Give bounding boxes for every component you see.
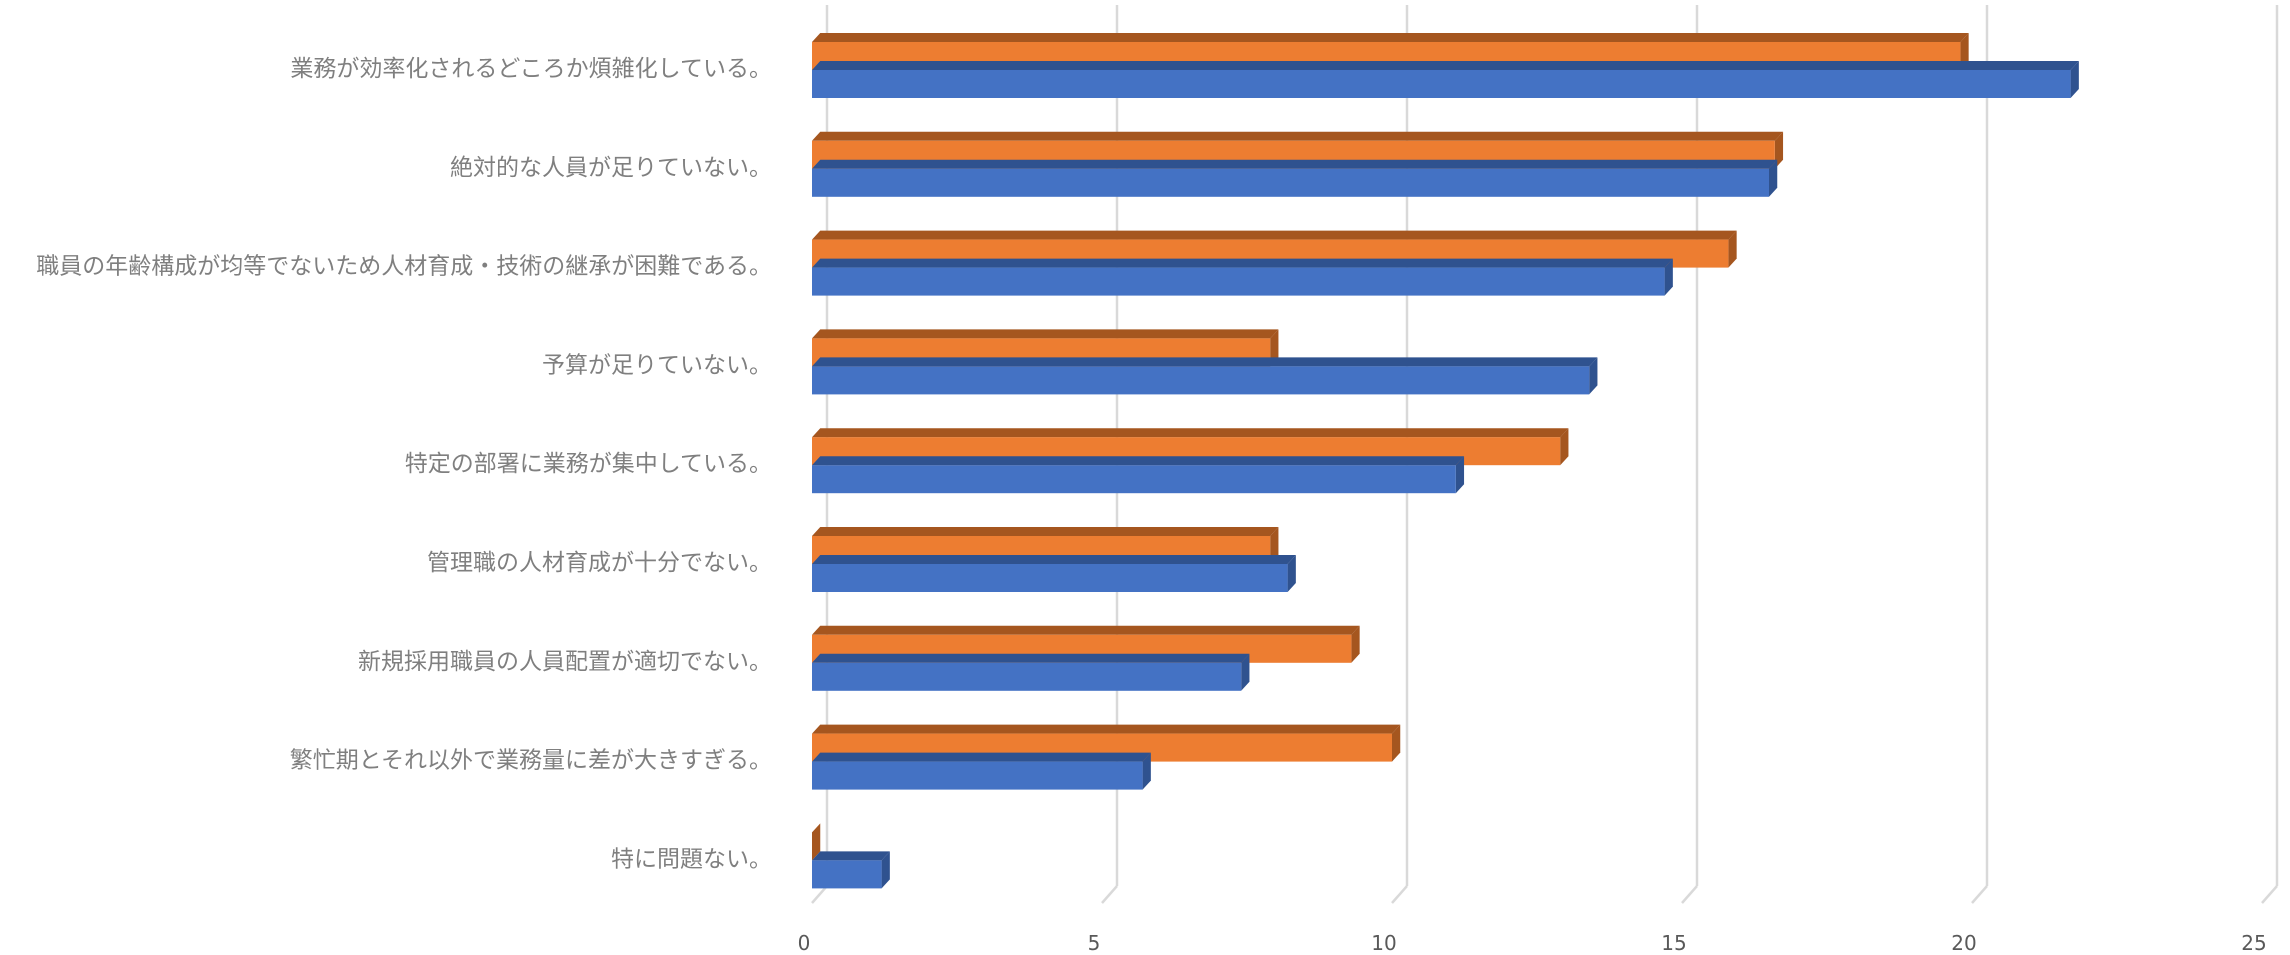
bar-series2-7-side xyxy=(1142,752,1151,790)
bar-series2-5 xyxy=(812,555,1296,592)
bar-series1-3-side xyxy=(1270,329,1279,367)
category-label: 管理職の人材育成が十分でない。 xyxy=(427,550,772,576)
bar-series1-6-top xyxy=(812,625,1360,635)
bar-series1-0-top xyxy=(812,33,1969,42)
bar-series2-0-front xyxy=(812,70,2071,98)
bar-series2-6-front xyxy=(812,662,1242,691)
category-label: 業務が効率化されるどころか煩雑化している。 xyxy=(290,56,772,82)
bar-series2-2-front xyxy=(812,267,1665,296)
gridline-floor xyxy=(1971,885,1988,904)
bar-series2-1 xyxy=(812,159,1778,197)
bar-series2-1-front xyxy=(812,168,1769,197)
bar-series2-1-side xyxy=(1769,159,1778,197)
bar-series1-8-side xyxy=(812,823,821,861)
bar-series1-4-top xyxy=(812,428,1569,438)
category-label: 絶対的な人員が足りていない。 xyxy=(450,155,772,181)
x-tick-label: 10 xyxy=(1371,931,1396,955)
bar-series2-5-side xyxy=(1287,555,1296,592)
bar-series2-0 xyxy=(812,61,2079,98)
gridline-floor xyxy=(2261,885,2278,904)
category-label: 職員の年齢構成が均等でないため人材育成・技術の継承が困難である。 xyxy=(36,254,772,280)
bar-series2-0-top xyxy=(812,61,2079,70)
bar-series1-5-side xyxy=(1270,527,1279,564)
bar-series2-4 xyxy=(812,456,1465,494)
x-tick-label: 5 xyxy=(1088,931,1101,955)
x-axis-ticks: 0 5 10 15 20 25 xyxy=(798,931,2267,955)
gridline-floor xyxy=(1391,885,1408,904)
bar-series1-1-side xyxy=(1774,131,1784,169)
bar-series1-5-top xyxy=(812,527,1279,536)
bar-series1-3-top xyxy=(812,329,1279,339)
bars xyxy=(812,33,2079,889)
bar-series1-7-side xyxy=(1392,724,1401,762)
x-tick-label: 0 xyxy=(798,931,811,955)
bar-series2-2-top xyxy=(812,258,1673,268)
bar-series2-1-top xyxy=(812,159,1778,169)
bar-series1-8 xyxy=(812,823,821,861)
bar-series2-8 xyxy=(812,851,890,889)
bar-series2-3-front xyxy=(812,366,1590,395)
bar-series2-4-side xyxy=(1455,456,1465,494)
gridline-floor xyxy=(1101,885,1118,904)
bar-series1-1-top xyxy=(812,131,1784,141)
category-label: 予算が足りていない。 xyxy=(542,352,772,378)
bar-series2-6-top xyxy=(812,653,1250,663)
bar-series2-7-top xyxy=(812,752,1151,762)
x-tick-label: 20 xyxy=(1951,931,1976,955)
bar-series2-4-front xyxy=(812,465,1456,494)
bar-series2-2 xyxy=(812,258,1673,296)
bar-series2-3-top xyxy=(812,357,1598,367)
bar-series2-6-side xyxy=(1241,653,1250,691)
bar-series2-3-side xyxy=(1589,357,1598,395)
bar-series1-2-side xyxy=(1728,230,1737,268)
category-label: 特に問題ない。 xyxy=(611,846,772,872)
bar-series2-5-front xyxy=(812,564,1288,592)
bar-series2-8-top xyxy=(812,851,890,861)
category-label: 特定の部署に業務が集中している。 xyxy=(405,451,772,477)
bar-series2-2-side xyxy=(1664,258,1673,296)
bar-series1-7-top xyxy=(812,724,1401,734)
bar-series2-3 xyxy=(812,357,1598,395)
bar-series2-4-top xyxy=(812,456,1465,466)
gridline-floor xyxy=(1681,885,1698,904)
bar-series2-5-top xyxy=(812,555,1296,564)
bar-series2-0-side xyxy=(2070,61,2079,98)
x-tick-label: 15 xyxy=(1661,931,1686,955)
x-tick-label: 25 xyxy=(2241,931,2266,955)
bar-series1-2-top xyxy=(812,230,1737,240)
bar-series2-6 xyxy=(812,653,1250,691)
bar-series2-8-front xyxy=(812,860,882,889)
bar-series1-6-side xyxy=(1351,625,1360,663)
category-labels: 業務が効率化されるどころか煩雑化している。絶対的な人員が足りていない。職員の年齢… xyxy=(36,56,772,872)
bar-series2-8-side xyxy=(881,851,890,889)
bar-series2-7 xyxy=(812,752,1151,790)
gridline-floor xyxy=(811,885,828,904)
bar-series2-7-front xyxy=(812,761,1143,790)
bar-series1-4-side xyxy=(1560,428,1569,466)
bar-series1-0-side xyxy=(1960,33,1969,70)
category-label: 繁忙期とそれ以外で業務量に差が大きすぎる。 xyxy=(290,748,772,774)
category-label: 新規採用職員の人員配置が適切でない。 xyxy=(358,649,772,675)
